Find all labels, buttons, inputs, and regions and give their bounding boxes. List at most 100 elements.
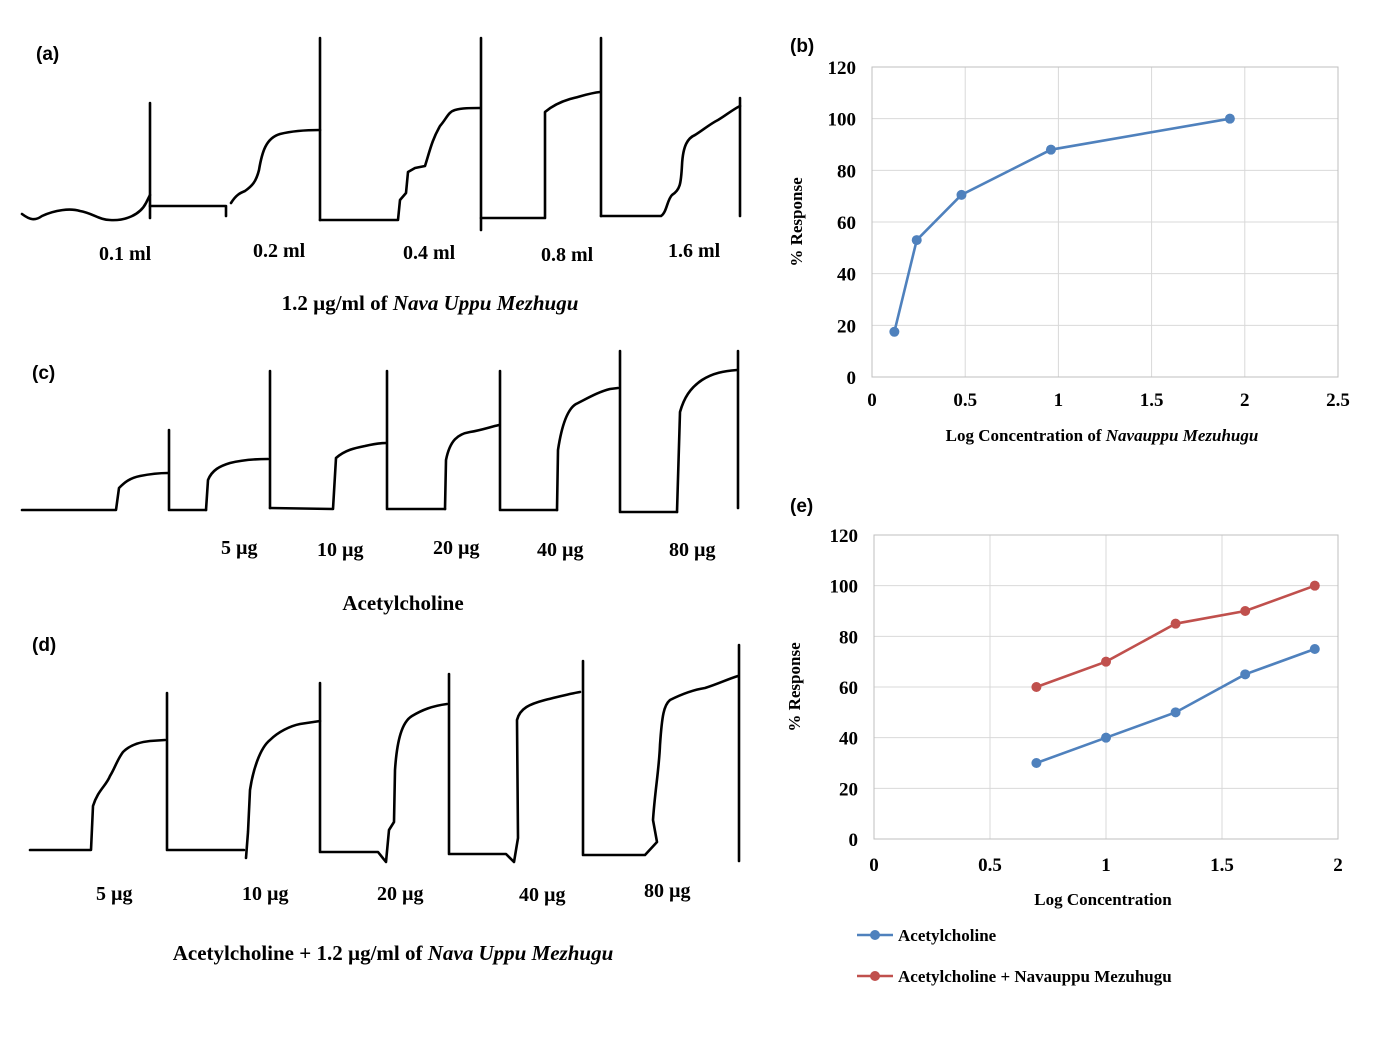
trace-a-segment-3 [229, 128, 322, 205]
chart-e-ylabel: % Response [785, 642, 804, 732]
chart-b-xtick-label: 0.5 [953, 390, 977, 411]
chart-e-series-1-point [1101, 732, 1111, 743]
chart-e-series-2-point [1240, 606, 1251, 616]
panel-c-dose-2: 10 µg [317, 539, 364, 561]
chart-e-ytick-label: 100 [830, 577, 859, 598]
panel-d-dose-2: 10 µg [242, 883, 289, 905]
chart-b-xtick-label: 2 [1240, 390, 1250, 411]
trace-c-stim-5 [618, 349, 679, 514]
chart-b-plot-area [871, 66, 1339, 378]
chart-e-series-1-point [1031, 758, 1042, 768]
chart-e-xlabel: Log Concentration [1034, 890, 1172, 909]
chart-b-ytick-label: 20 [837, 316, 856, 337]
chart-e-xtick-label: 0 [869, 855, 879, 876]
chart-b-series-1-point [1224, 113, 1235, 124]
chart-b-series-1-point [956, 189, 967, 200]
chart-e-xtick-label: 1 [1101, 855, 1111, 876]
chart-b-xtick-label: 0 [867, 390, 877, 411]
chart-e-plot-area [873, 534, 1339, 840]
chart-b-ytick-label: 0 [847, 368, 857, 389]
chart-b-panel-label: (b) [790, 36, 814, 57]
panel-a-dose-3: 0.4 ml [403, 242, 456, 264]
chart-b-ytick-label: 60 [837, 213, 856, 234]
trace-a-segment-2 [148, 204, 228, 218]
chart-e-xtick-label: 0.5 [978, 855, 1002, 876]
trace-d-segment-2 [244, 719, 322, 860]
panel-d-dose-1: 5 µg [96, 883, 133, 905]
chart-e-series-2-point [1170, 618, 1181, 629]
trace-a-segment-1 [20, 193, 152, 222]
chart-b-ytick-label: 40 [837, 265, 856, 286]
trace-d-stim-2 [318, 681, 449, 864]
chart-b-xtick-label: 1.5 [1140, 390, 1164, 411]
panel-a-caption: 1.2 µg/ml of Nava Uppu Mezhugu [282, 291, 579, 315]
chart-e-ytick-label: 40 [839, 729, 858, 750]
panel-a-dose-2: 0.2 ml [253, 240, 306, 262]
chart-e-series-1-point [1309, 644, 1320, 654]
chart-b-series-1-point [911, 235, 922, 246]
panel-a: (a) 0.1 ml 0.2 ml 0.4 ml 0.8 ml 1.6 ml 1… [20, 36, 742, 315]
panel-c-label: (c) [32, 363, 55, 384]
panel-c-dose-4: 40 µg [537, 539, 584, 561]
trace-a-segment-5 [479, 90, 602, 220]
chart-e-series-1-point [1240, 669, 1251, 680]
panel-c-dose-5: 80 µg [669, 539, 716, 561]
panel-c: (c) 5 µg 10 µg 20 µg 40 µg 80 µg Acetylc… [20, 349, 740, 615]
panel-d-dose-5: 80 µg [644, 880, 691, 902]
trace-d-stim-1 [165, 691, 246, 852]
chart-b-xtick-label: 1 [1054, 390, 1064, 411]
chart-e-ytick-label: 80 [839, 627, 858, 648]
legend-marker-2 [870, 971, 880, 981]
panel-a-dose-1: 0.1 ml [99, 243, 152, 265]
legend-label-2: Acetylcholine + Navauppu Mezuhugu [898, 967, 1172, 986]
chart-b: (b) 0 0.5 1 1.5 2 2.5 0 20 40 60 80 100 120 % Response… [787, 36, 1350, 445]
panel-d: (d) 5 µg 10 µg 20 µg 40 µg 80 µg Acetylc… [28, 635, 741, 965]
chart-b-series-1-point [889, 326, 900, 337]
trace-c-segment-5 [555, 386, 620, 512]
chart-b-series-1-point [1045, 144, 1056, 155]
panel-a-label: (a) [36, 44, 59, 65]
panel-c-caption: Acetylcholine [342, 591, 463, 615]
panel-d-caption: Acetylcholine + 1.2 µg/ml of Nava Uppu M… [173, 941, 614, 965]
chart-b-xtick-label: 2.5 [1326, 390, 1350, 411]
trace-c-segment-6 [675, 368, 739, 514]
chart-e-ytick-label: 60 [839, 678, 858, 699]
trace-a-segment-4 [318, 106, 482, 222]
chart-b-ytick-label: 120 [828, 58, 857, 79]
trace-d-stim-3 [447, 672, 582, 864]
panel-c-dose-3: 20 µg [433, 537, 480, 559]
chart-e-series-2-point [1309, 580, 1320, 591]
legend-label-1: Acetylcholine [898, 926, 997, 945]
panel-d-dose-4: 40 µg [519, 884, 566, 906]
chart-e-panel-label: (e) [790, 496, 813, 517]
chart-b-ylabel: % Response [787, 177, 806, 267]
trace-c-segment-4 [443, 423, 501, 511]
panel-c-dose-1: 5 µg [221, 537, 258, 559]
chart-b-series-line-1 [893, 117, 1231, 333]
trace-c-stim-3 [385, 369, 447, 511]
panel-a-dose-5: 1.6 ml [668, 240, 721, 262]
chart-e-series-2-point [1031, 682, 1042, 692]
trace-c-segment-3 [268, 441, 388, 511]
trace-a-segment-6 [599, 104, 742, 218]
chart-e-series-1-point [1170, 707, 1181, 718]
trace-c-segment-2 [204, 457, 270, 512]
chart-e-ytick-label: 20 [839, 779, 858, 800]
chart-e-xtick-label: 2 [1333, 855, 1343, 876]
chart-b-ytick-label: 100 [828, 110, 857, 131]
trace-d-segment-1 [28, 738, 167, 852]
chart-e-series-line-1 [1035, 647, 1316, 765]
chart-e-ytick-label: 120 [830, 526, 859, 547]
chart-b-xlabel: Log Concentration of Navauppu Mezuhugu [946, 426, 1259, 445]
chart-e-xtick-label: 1.5 [1210, 855, 1234, 876]
panel-d-dose-3: 20 µg [377, 883, 424, 905]
panel-d-label: (d) [32, 635, 56, 656]
chart-e-series-2-point [1101, 656, 1111, 667]
trace-c-stim-1 [167, 428, 208, 512]
chart-b-ytick-label: 80 [837, 161, 856, 182]
trace-c-segment-1 [20, 471, 170, 512]
legend-marker-1 [870, 930, 880, 940]
trace-d-stim-4 [581, 659, 740, 857]
chart-e-ytick-label: 0 [849, 830, 859, 851]
